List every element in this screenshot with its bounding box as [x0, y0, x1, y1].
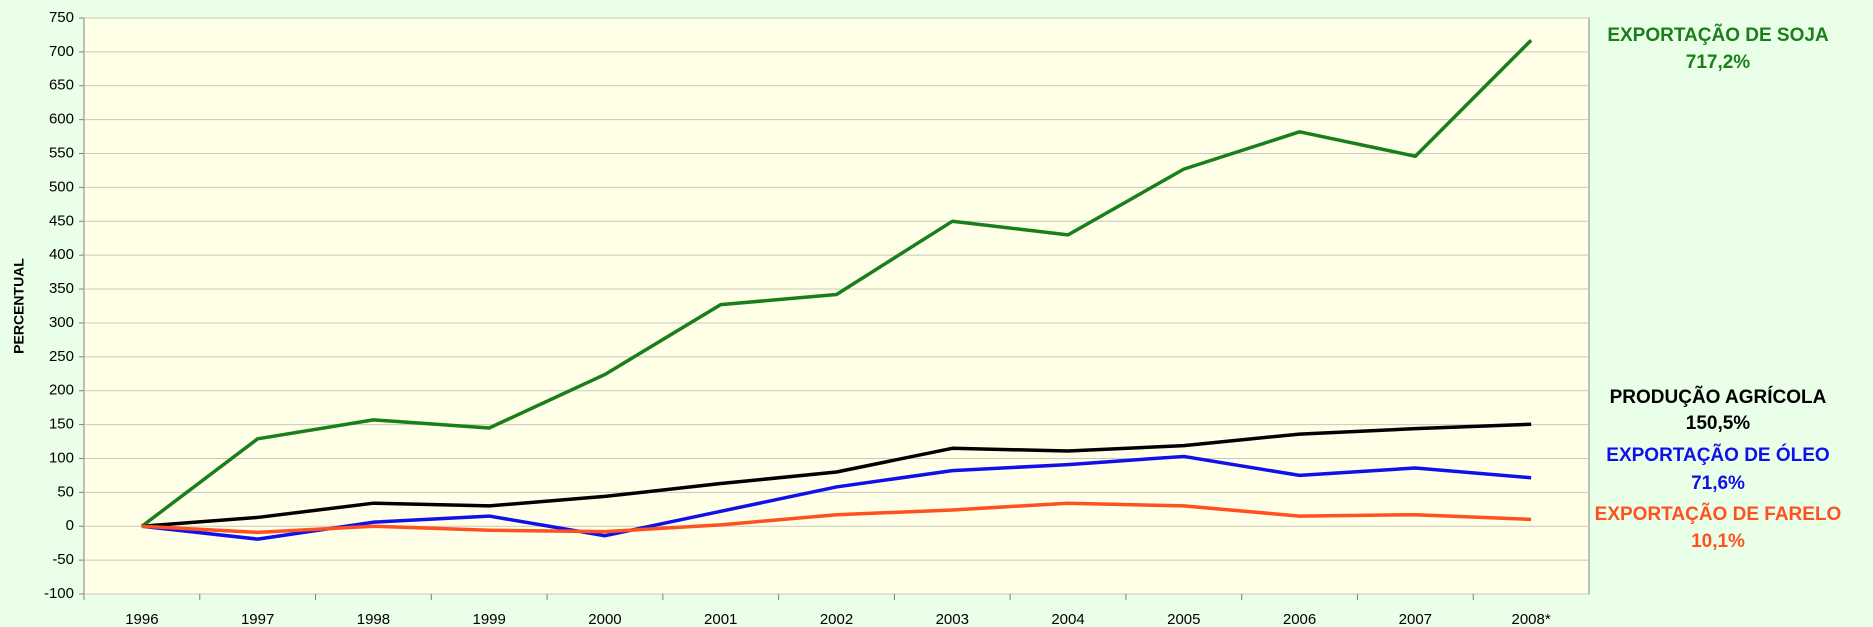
x-tick-label: 2007: [1399, 611, 1432, 627]
y-tick-label: 50: [57, 483, 74, 500]
y-tick-label: 400: [49, 246, 74, 263]
y-tick-label: 0: [66, 517, 74, 534]
x-tick-label: 2006: [1283, 611, 1316, 627]
x-tick-label: 1996: [125, 611, 158, 627]
y-tick-label: 200: [49, 382, 74, 399]
y-tick-label: -50: [52, 551, 74, 568]
x-tick-label: 2001: [704, 611, 737, 627]
y-axis-label: PERCENTUAL: [11, 258, 27, 354]
y-tick-label: 550: [49, 144, 74, 161]
line-series: [141, 454, 1532, 541]
y-tick-label: 350: [49, 280, 74, 297]
y-tick-label: 100: [49, 449, 74, 466]
value-label: 717,2%: [1686, 52, 1751, 73]
x-tick-label: 2004: [1051, 611, 1084, 627]
x-tick-label: 2005: [1167, 611, 1200, 627]
value-label: 10,1%: [1691, 531, 1745, 552]
value-label: 150,5%: [1686, 413, 1751, 434]
series-label: EXPORTAÇÃO DE ÓLEO: [1606, 444, 1829, 466]
series-label: EXPORTAÇÃO DE FARELO: [1595, 503, 1842, 525]
x-tick-label: 2000: [588, 611, 621, 627]
value-label: 71,6%: [1691, 473, 1745, 494]
series-label: PRODUÇÃO AGRÍCOLA: [1610, 386, 1827, 408]
x-tick-label: 2003: [936, 611, 969, 627]
y-tick-label: 150: [49, 416, 74, 433]
y-tick-label: 250: [49, 348, 74, 365]
line-series: [141, 422, 1532, 528]
y-tick-label: 450: [49, 212, 74, 229]
y-tick-label: 700: [49, 43, 74, 60]
x-tick-label: 2008*: [1512, 611, 1551, 627]
y-tick-label: 600: [49, 111, 74, 128]
y-tick-label: 300: [49, 314, 74, 331]
plot-area: [83, 17, 1590, 595]
y-tick-label: 650: [49, 77, 74, 94]
line-series: [140, 38, 1533, 528]
y-tick-label: -100: [44, 585, 74, 602]
y-tick-label: 750: [49, 9, 74, 26]
x-tick-label: 1999: [473, 611, 506, 627]
x-tick-label: 2002: [820, 611, 853, 627]
x-tick-label: 1997: [241, 611, 274, 627]
series-label: EXPORTAÇÃO DE SOJA: [1607, 24, 1829, 46]
y-tick-label: 500: [49, 178, 74, 195]
x-tick-label: 1998: [357, 611, 390, 627]
line-series: [141, 501, 1532, 535]
